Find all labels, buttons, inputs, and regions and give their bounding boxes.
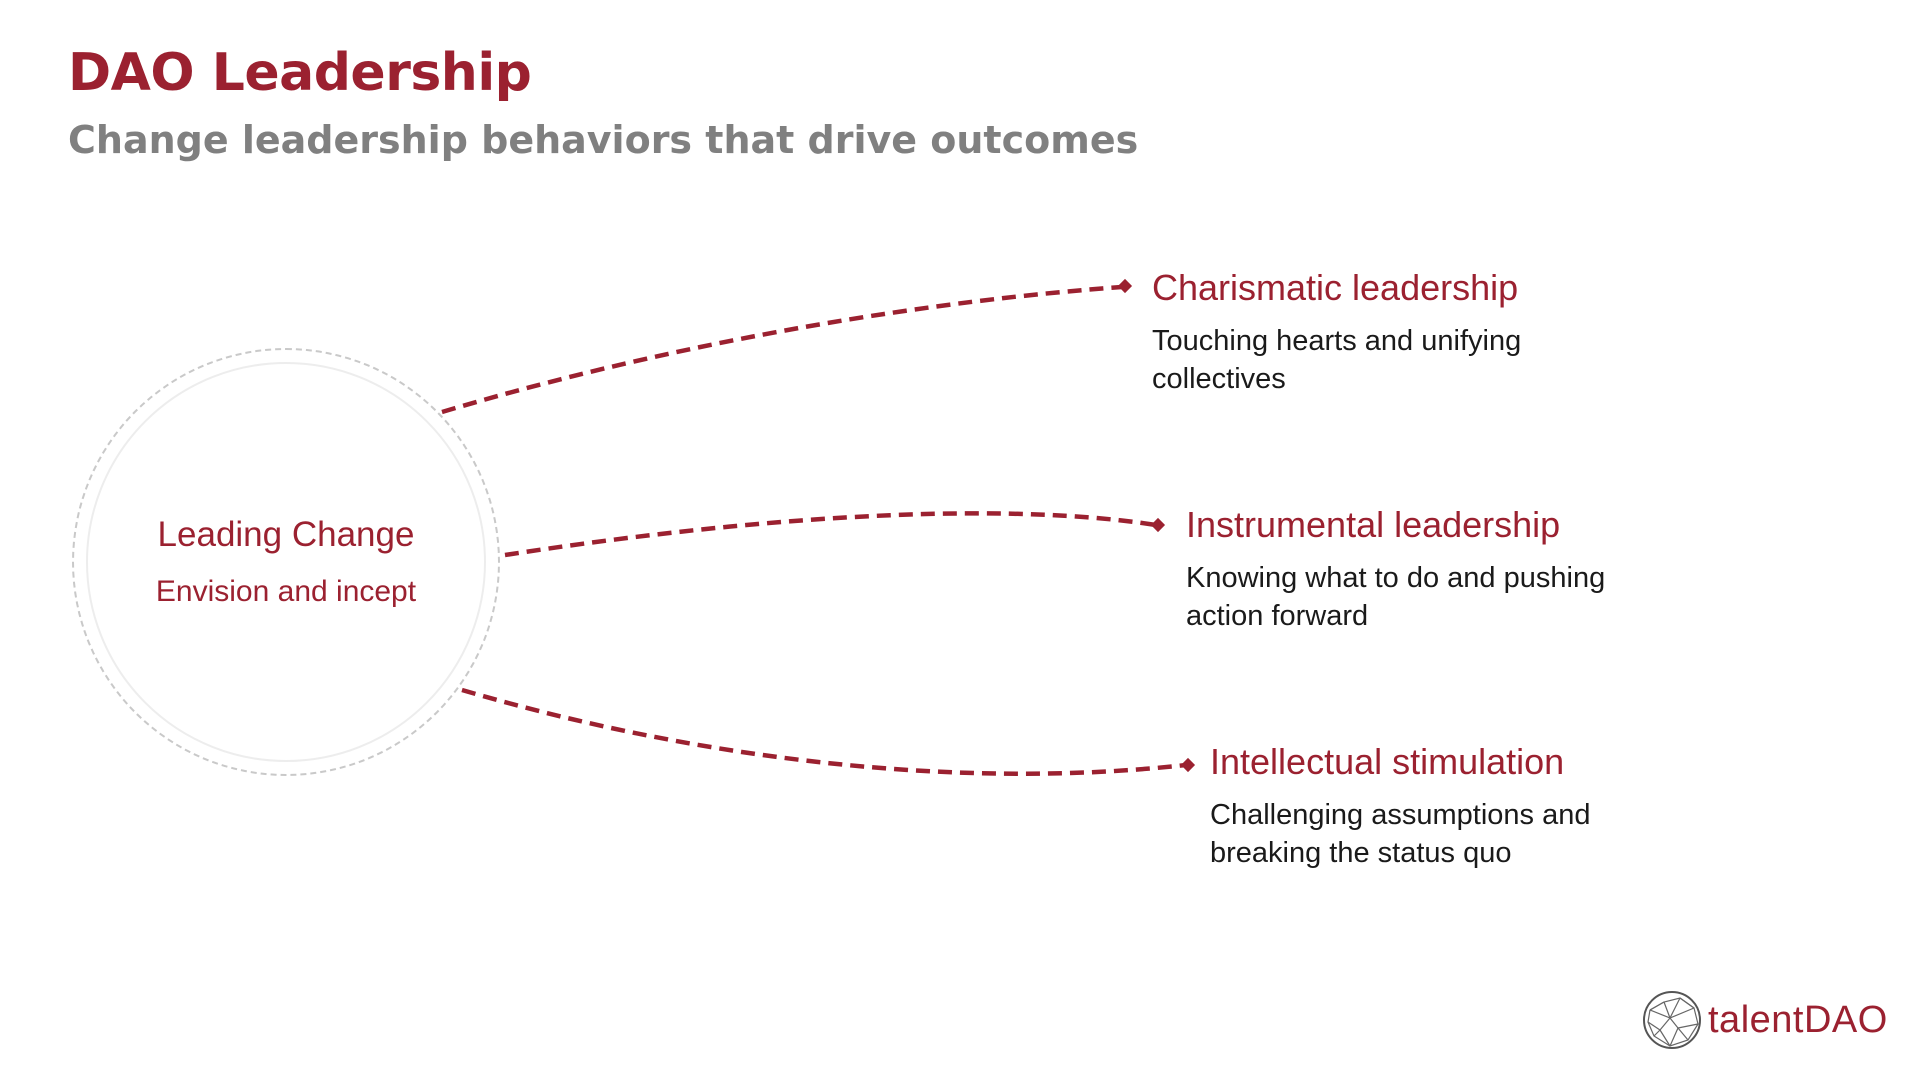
node-charismatic: Charismatic leadership Touching hearts a… (1152, 266, 1612, 399)
hub-title: Leading Change (157, 515, 415, 554)
connector-end-instrumental (1150, 517, 1166, 533)
connector-charismatic (441, 284, 1123, 415)
node-intellectual: Intellectual stimulation Challenging ass… (1210, 740, 1680, 873)
node-description: Challenging assumptions and breaking the… (1210, 799, 1591, 869)
node-instrumental: Instrumental leadership Knowing what to … (1186, 503, 1686, 636)
brand-logo: talentDAO (1640, 988, 1888, 1052)
node-description: Touching hearts and unifying collectives (1152, 325, 1522, 395)
hub-label: Leading Change Envision and incept (86, 362, 486, 762)
slide-subtitle: Change leadership behaviors that drive o… (68, 118, 1139, 162)
connector-end-charismatic (1117, 278, 1133, 294)
hub-subtitle: Envision and incept (155, 575, 417, 608)
connector-intellectual (461, 687, 1187, 776)
brand-name: talentDAO (1708, 998, 1888, 1041)
hub-circle (86, 362, 486, 762)
connector-end-intellectual (1180, 757, 1196, 773)
slide-title: DAO Leadership (68, 43, 532, 103)
connector-instrumental (504, 511, 1157, 558)
node-title: Intellectual stimulation (1210, 741, 1565, 782)
node-title: Charismatic leadership (1152, 267, 1519, 308)
node-description: Knowing what to do and pushing action fo… (1186, 562, 1606, 632)
node-title: Instrumental leadership (1186, 504, 1561, 545)
network-globe-icon (1643, 991, 1701, 1049)
